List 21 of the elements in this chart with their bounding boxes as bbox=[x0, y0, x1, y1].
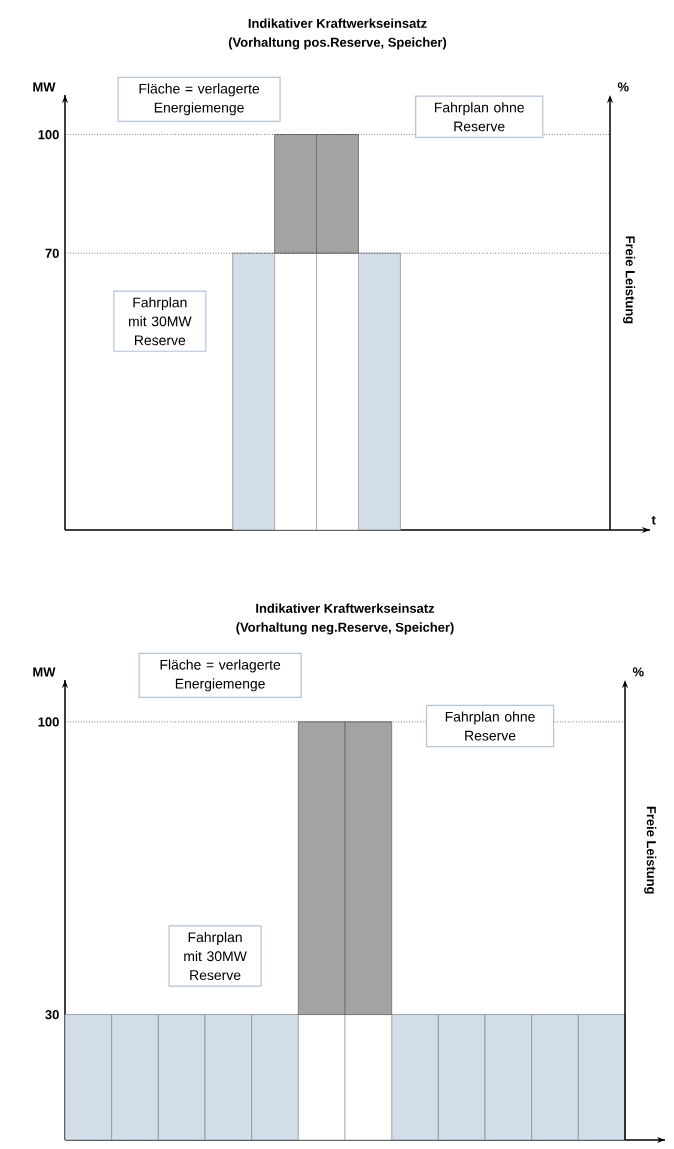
y-tick-label: 100 bbox=[38, 130, 59, 140]
annotation: Fahrplan ohne Reserve bbox=[434, 102, 524, 132]
text: Freie Leistung bbox=[623, 236, 636, 324]
annotation: Fahrplan ohne Reserve bbox=[445, 711, 535, 741]
annotation: Fläche = verlagerte Energiemenge bbox=[139, 83, 260, 116]
annotation: Fahrplan mit 30MW Reserve bbox=[184, 931, 247, 981]
y-tick-label: 70 bbox=[45, 248, 59, 258]
chart-title: Indikativer Kraftwerkseinsatz bbox=[256, 603, 435, 613]
annotation: Freie Leistung bbox=[644, 806, 657, 894]
annotation: Fahrplan mit 30MW Reserve bbox=[128, 297, 192, 346]
annotation: Fläche = verlagerte Energiemenge bbox=[160, 659, 281, 692]
y2-axis-title: % bbox=[617, 82, 629, 92]
y2-axis-title: % bbox=[632, 667, 644, 677]
chart-subtitle: (Vorhaltung neg.Reserve, Speicher) bbox=[236, 622, 454, 635]
chart-title: Indikativer Kraftwerkseinsatz bbox=[248, 18, 427, 28]
chart-subtitle: (Vorhaltung pos.Reserve, Speicher) bbox=[228, 37, 447, 50]
y-axis-title: MW bbox=[33, 82, 56, 92]
y-tick-label: 30 bbox=[45, 1010, 59, 1020]
y-tick-label: 100 bbox=[38, 717, 59, 727]
x-axis-title: t bbox=[651, 515, 656, 525]
y-axis-title: MW bbox=[33, 667, 56, 677]
